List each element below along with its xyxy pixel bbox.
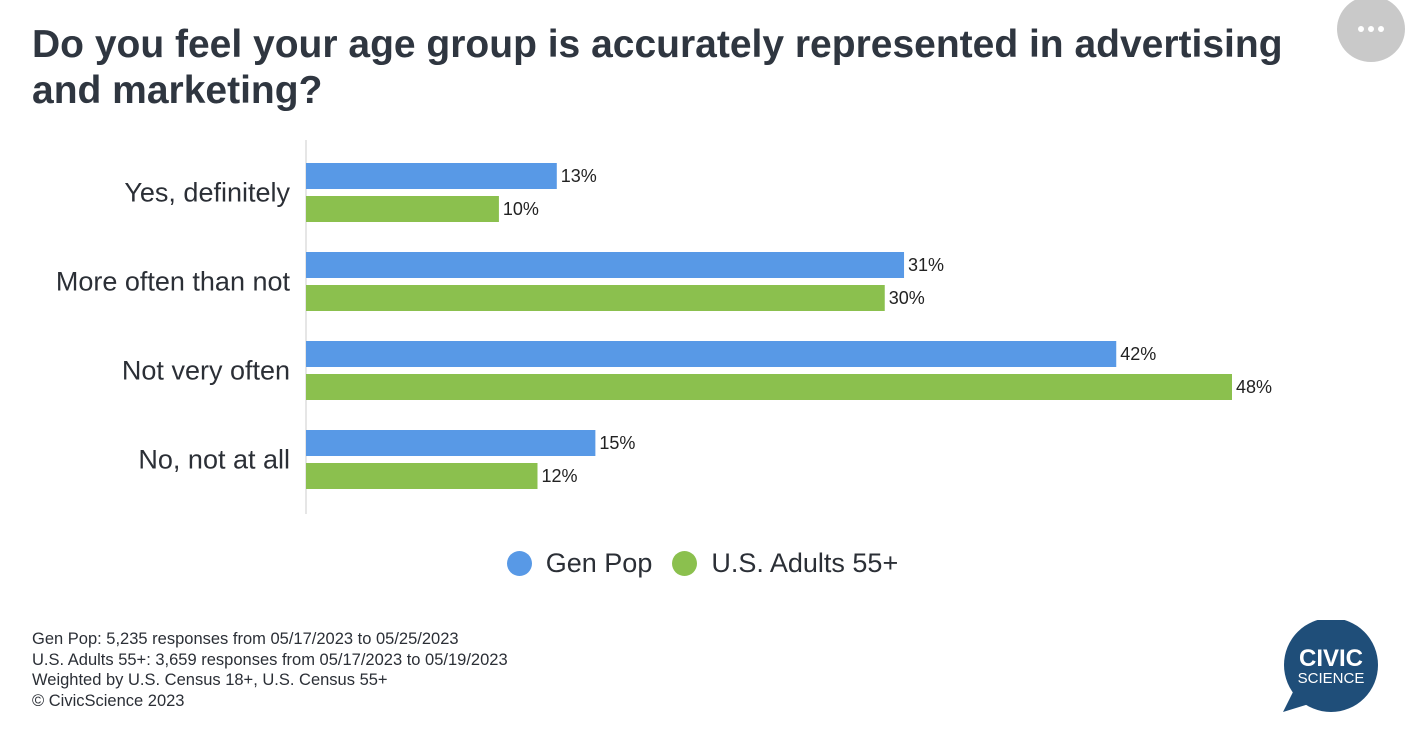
copyright-line: © CivicScience 2023	[32, 691, 185, 710]
footer-line: Gen Pop: 5,235 responses from 05/17/2023…	[32, 630, 459, 648]
legend-item-gen-pop[interactable]: Gen Pop	[506, 548, 653, 579]
category-label: Yes, definitely	[124, 178, 290, 208]
footer-notes: Gen Pop: 5,235 responses from 05/17/2023…	[32, 629, 508, 711]
bar-adults-55[interactable]	[306, 285, 885, 311]
bar-value-label: 15%	[599, 433, 635, 453]
bar-value-label: 13%	[561, 166, 597, 186]
footer-line: Weighted by U.S. Census 18+, U.S. Census…	[32, 671, 388, 689]
bar-adults-55[interactable]	[306, 463, 538, 489]
category-label: Not very often	[122, 356, 290, 386]
bar-value-label: 30%	[889, 288, 925, 308]
bar-gen-pop[interactable]	[306, 430, 596, 456]
legend-label-gen-pop: Gen Pop	[545, 548, 653, 578]
legend-label-adults-55: U.S. Adults 55+	[711, 548, 899, 578]
bar-adults-55[interactable]	[306, 374, 1232, 400]
bar-value-label: 10%	[503, 199, 539, 219]
bar-value-label: 31%	[908, 255, 944, 275]
logo-text-civic: CIVIC	[1299, 645, 1363, 672]
bar-gen-pop[interactable]	[306, 252, 905, 278]
bar-gen-pop[interactable]	[306, 341, 1117, 367]
bar-value-label: 48%	[1236, 377, 1272, 397]
legend: Gen Pop U.S. Adults 55+	[0, 548, 1405, 579]
bar-gen-pop[interactable]	[306, 163, 557, 189]
bar-value-label: 42%	[1120, 344, 1156, 364]
logo-text-science: SCIENCE	[1298, 670, 1365, 687]
legend-item-adults-55[interactable]: U.S. Adults 55+	[672, 548, 898, 579]
civicscience-logo: CIVIC SCIENCE	[1283, 620, 1378, 712]
legend-swatch-gen-pop	[506, 551, 532, 576]
category-label: No, not at all	[138, 445, 290, 475]
category-label: More often than not	[56, 267, 291, 297]
footer-line: U.S. Adults 55+: 3,659 responses from 05…	[32, 650, 508, 669]
more-options-icon[interactable]	[1337, 0, 1405, 62]
bar-value-label: 12%	[542, 466, 578, 486]
bar-adults-55[interactable]	[306, 196, 499, 222]
chart-title: Do you feel your age group is accurately…	[32, 23, 1283, 112]
legend-swatch-adults-55	[672, 551, 698, 576]
bar-chart: Yes, definitely 13% 10% More often than not…	[56, 140, 1272, 514]
